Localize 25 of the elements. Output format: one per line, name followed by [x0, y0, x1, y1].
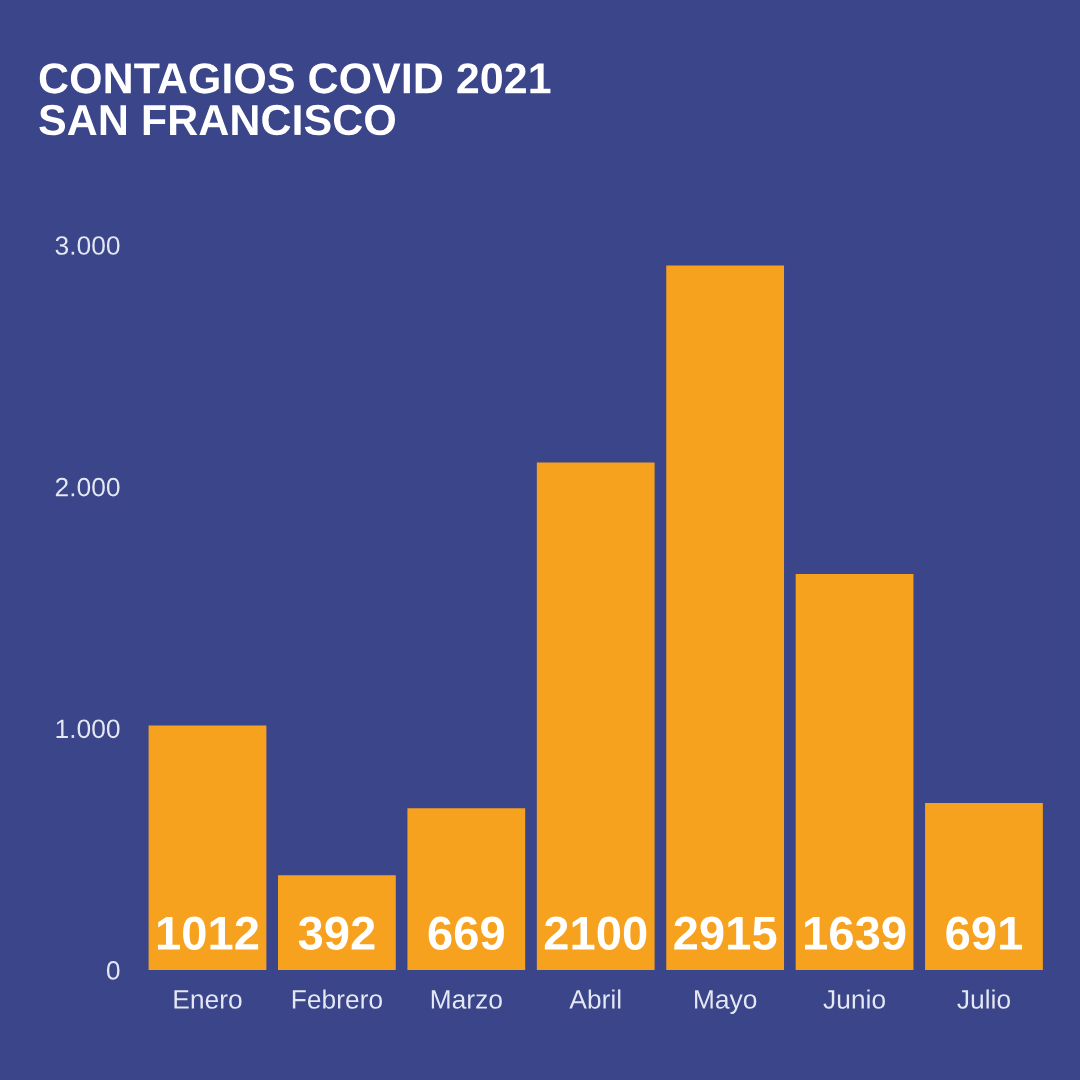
- bar: [536, 462, 655, 970]
- x-tick-label: Abril: [569, 989, 621, 1009]
- bar: [666, 265, 785, 970]
- chart-title: CONTAGIOS COVID 2021 SAN FRANCISCO: [39, 63, 551, 136]
- data-label: 691: [946, 916, 1023, 950]
- y-tick-label: 2.000: [55, 477, 120, 497]
- x-tick-label: Febrero: [292, 989, 382, 1009]
- x-tick-label: Mayo: [695, 990, 757, 1014]
- data-label: 669: [428, 916, 504, 950]
- bar: [925, 802, 1043, 970]
- x-tick-label: Junio: [823, 989, 885, 1009]
- bar: [407, 808, 526, 970]
- data-label: 2915: [674, 916, 777, 950]
- x-tick-label: Enero: [174, 990, 242, 1009]
- y-tick-label: 1.000: [56, 719, 120, 739]
- data-label: 1012: [157, 916, 259, 950]
- data-label: 2100: [544, 916, 647, 950]
- bar: [148, 725, 267, 970]
- data-label: 1639: [805, 916, 906, 951]
- y-tick-label: 3.000: [55, 236, 120, 255]
- y-tick-label: 0: [106, 961, 120, 980]
- data-label: 392: [298, 916, 375, 951]
- x-tick-label: Marzo: [431, 990, 502, 1009]
- bar: [795, 573, 914, 970]
- x-tick-label: Julio: [957, 989, 1010, 1009]
